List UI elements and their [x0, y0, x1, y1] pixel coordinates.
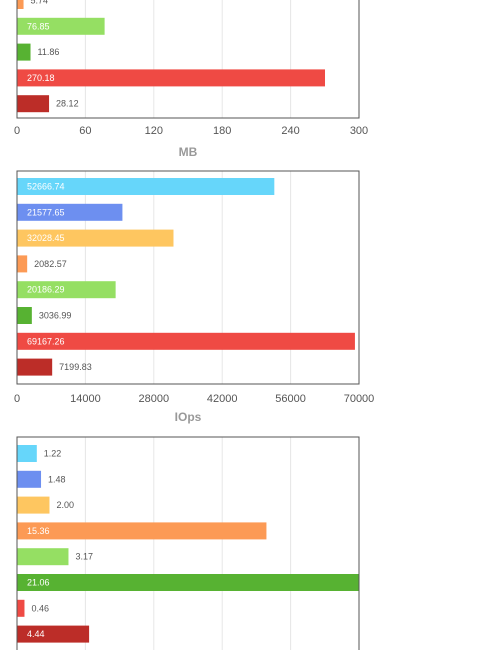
bar-value-label: 52666.74 [27, 182, 65, 192]
bar [17, 599, 25, 617]
bar [17, 332, 355, 350]
bar-value-label: 28.12 [56, 99, 79, 109]
bar-value-label: 7199.83 [59, 362, 92, 372]
x-tick-label: 120 [145, 125, 163, 137]
bar [17, 522, 267, 540]
x-tick-label: 60 [79, 125, 91, 137]
x-tick-label: 28000 [139, 393, 170, 405]
bar-value-label: 32028.45 [27, 233, 65, 243]
bar-value-label: 15.36 [27, 526, 50, 536]
bar-value-label: 20186.29 [27, 285, 65, 295]
bar-value-label: 5.74 [31, 0, 49, 6]
bar [17, 17, 105, 35]
bar-value-label: 76.85 [27, 21, 50, 31]
plot-frame [16, 436, 360, 650]
x-axis-label: MB [179, 145, 198, 159]
bar [17, 470, 42, 488]
x-axis-label: IOps [175, 410, 202, 424]
bar [17, 229, 174, 247]
x-tick-label: 14000 [70, 393, 101, 405]
bar-value-label: 4.44 [27, 629, 45, 639]
x-tick-label: 42000 [207, 393, 238, 405]
chart-1: 5.74 76.85 11.86 270.18 28.12 0 60 120 180 240 300… [14, 0, 368, 159]
bar-value-label: 21.06 [27, 578, 50, 588]
bar [17, 445, 37, 462]
bar-value-label: 2082.57 [34, 259, 67, 269]
x-tick-label: 56000 [275, 393, 306, 405]
bar-value-label: 2.00 [56, 500, 74, 510]
bar [17, 203, 123, 221]
bar-value-label: 69167.26 [27, 336, 65, 346]
x-tick-label: 0 [14, 125, 20, 137]
bar-value-label: 3.17 [75, 552, 93, 562]
bar [17, 574, 359, 591]
x-tick-label: 180 [213, 125, 231, 137]
bar [17, 0, 24, 9]
bar-value-label: 1.48 [48, 474, 66, 484]
bar-value-label: 1.22 [44, 449, 62, 459]
bar-value-label: 11.86 [38, 47, 60, 57]
bar [17, 496, 50, 514]
bar [17, 255, 28, 273]
bar [17, 358, 53, 376]
bar [17, 548, 69, 566]
plot-frame [16, 170, 360, 385]
bar-value-label: 3036.99 [39, 311, 72, 321]
bar [17, 178, 275, 195]
x-tick-label: 300 [350, 125, 368, 137]
chart-3: 1.22 1.48 2.00 15.36 3.17 21.06 0.46 4.44 [16, 436, 360, 650]
bar-value-label: 21577.65 [27, 207, 65, 217]
x-tick-label: 0 [14, 393, 20, 405]
x-tick-label: 70000 [344, 393, 375, 405]
bar [17, 43, 31, 61]
bar-value-label: 0.46 [31, 603, 49, 613]
bar-value-label: 270.18 [27, 73, 55, 83]
chart-2: 52666.74 21577.65 32028.45 2082.57 20186.29 3… [14, 170, 375, 424]
bar [17, 69, 326, 87]
x-tick-label: 240 [281, 125, 299, 137]
bar [17, 625, 90, 643]
bar [17, 307, 32, 324]
bar [17, 95, 50, 113]
plot-frame [16, 0, 360, 119]
bar [17, 281, 116, 299]
